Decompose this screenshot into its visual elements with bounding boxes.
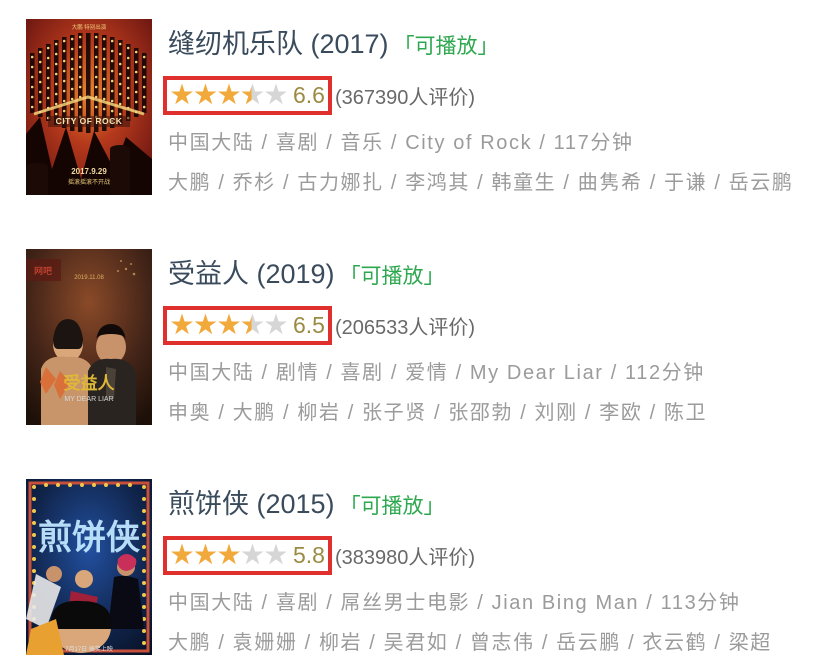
svg-text:2019.11.08: 2019.11.08 bbox=[74, 275, 104, 281]
svg-text:7月17日 搞笑上映: 7月17日 搞笑上映 bbox=[65, 645, 113, 653]
svg-text:摇滚摇滚不开战: 摇滚摇滚不开战 bbox=[68, 178, 110, 186]
svg-text:2017.9.29: 2017.9.29 bbox=[71, 167, 107, 176]
svg-text:煎饼侠: 煎饼侠 bbox=[38, 519, 141, 557]
svg-text:大鹏 特别出演: 大鹏 特别出演 bbox=[72, 23, 107, 31]
svg-text:网吧: 网吧 bbox=[34, 266, 52, 276]
svg-text:MY DEAR LIAR: MY DEAR LIAR bbox=[64, 396, 113, 403]
svg-text:CITY OF ROCK: CITY OF ROCK bbox=[56, 116, 123, 126]
svg-text:受益人: 受益人 bbox=[64, 373, 116, 393]
